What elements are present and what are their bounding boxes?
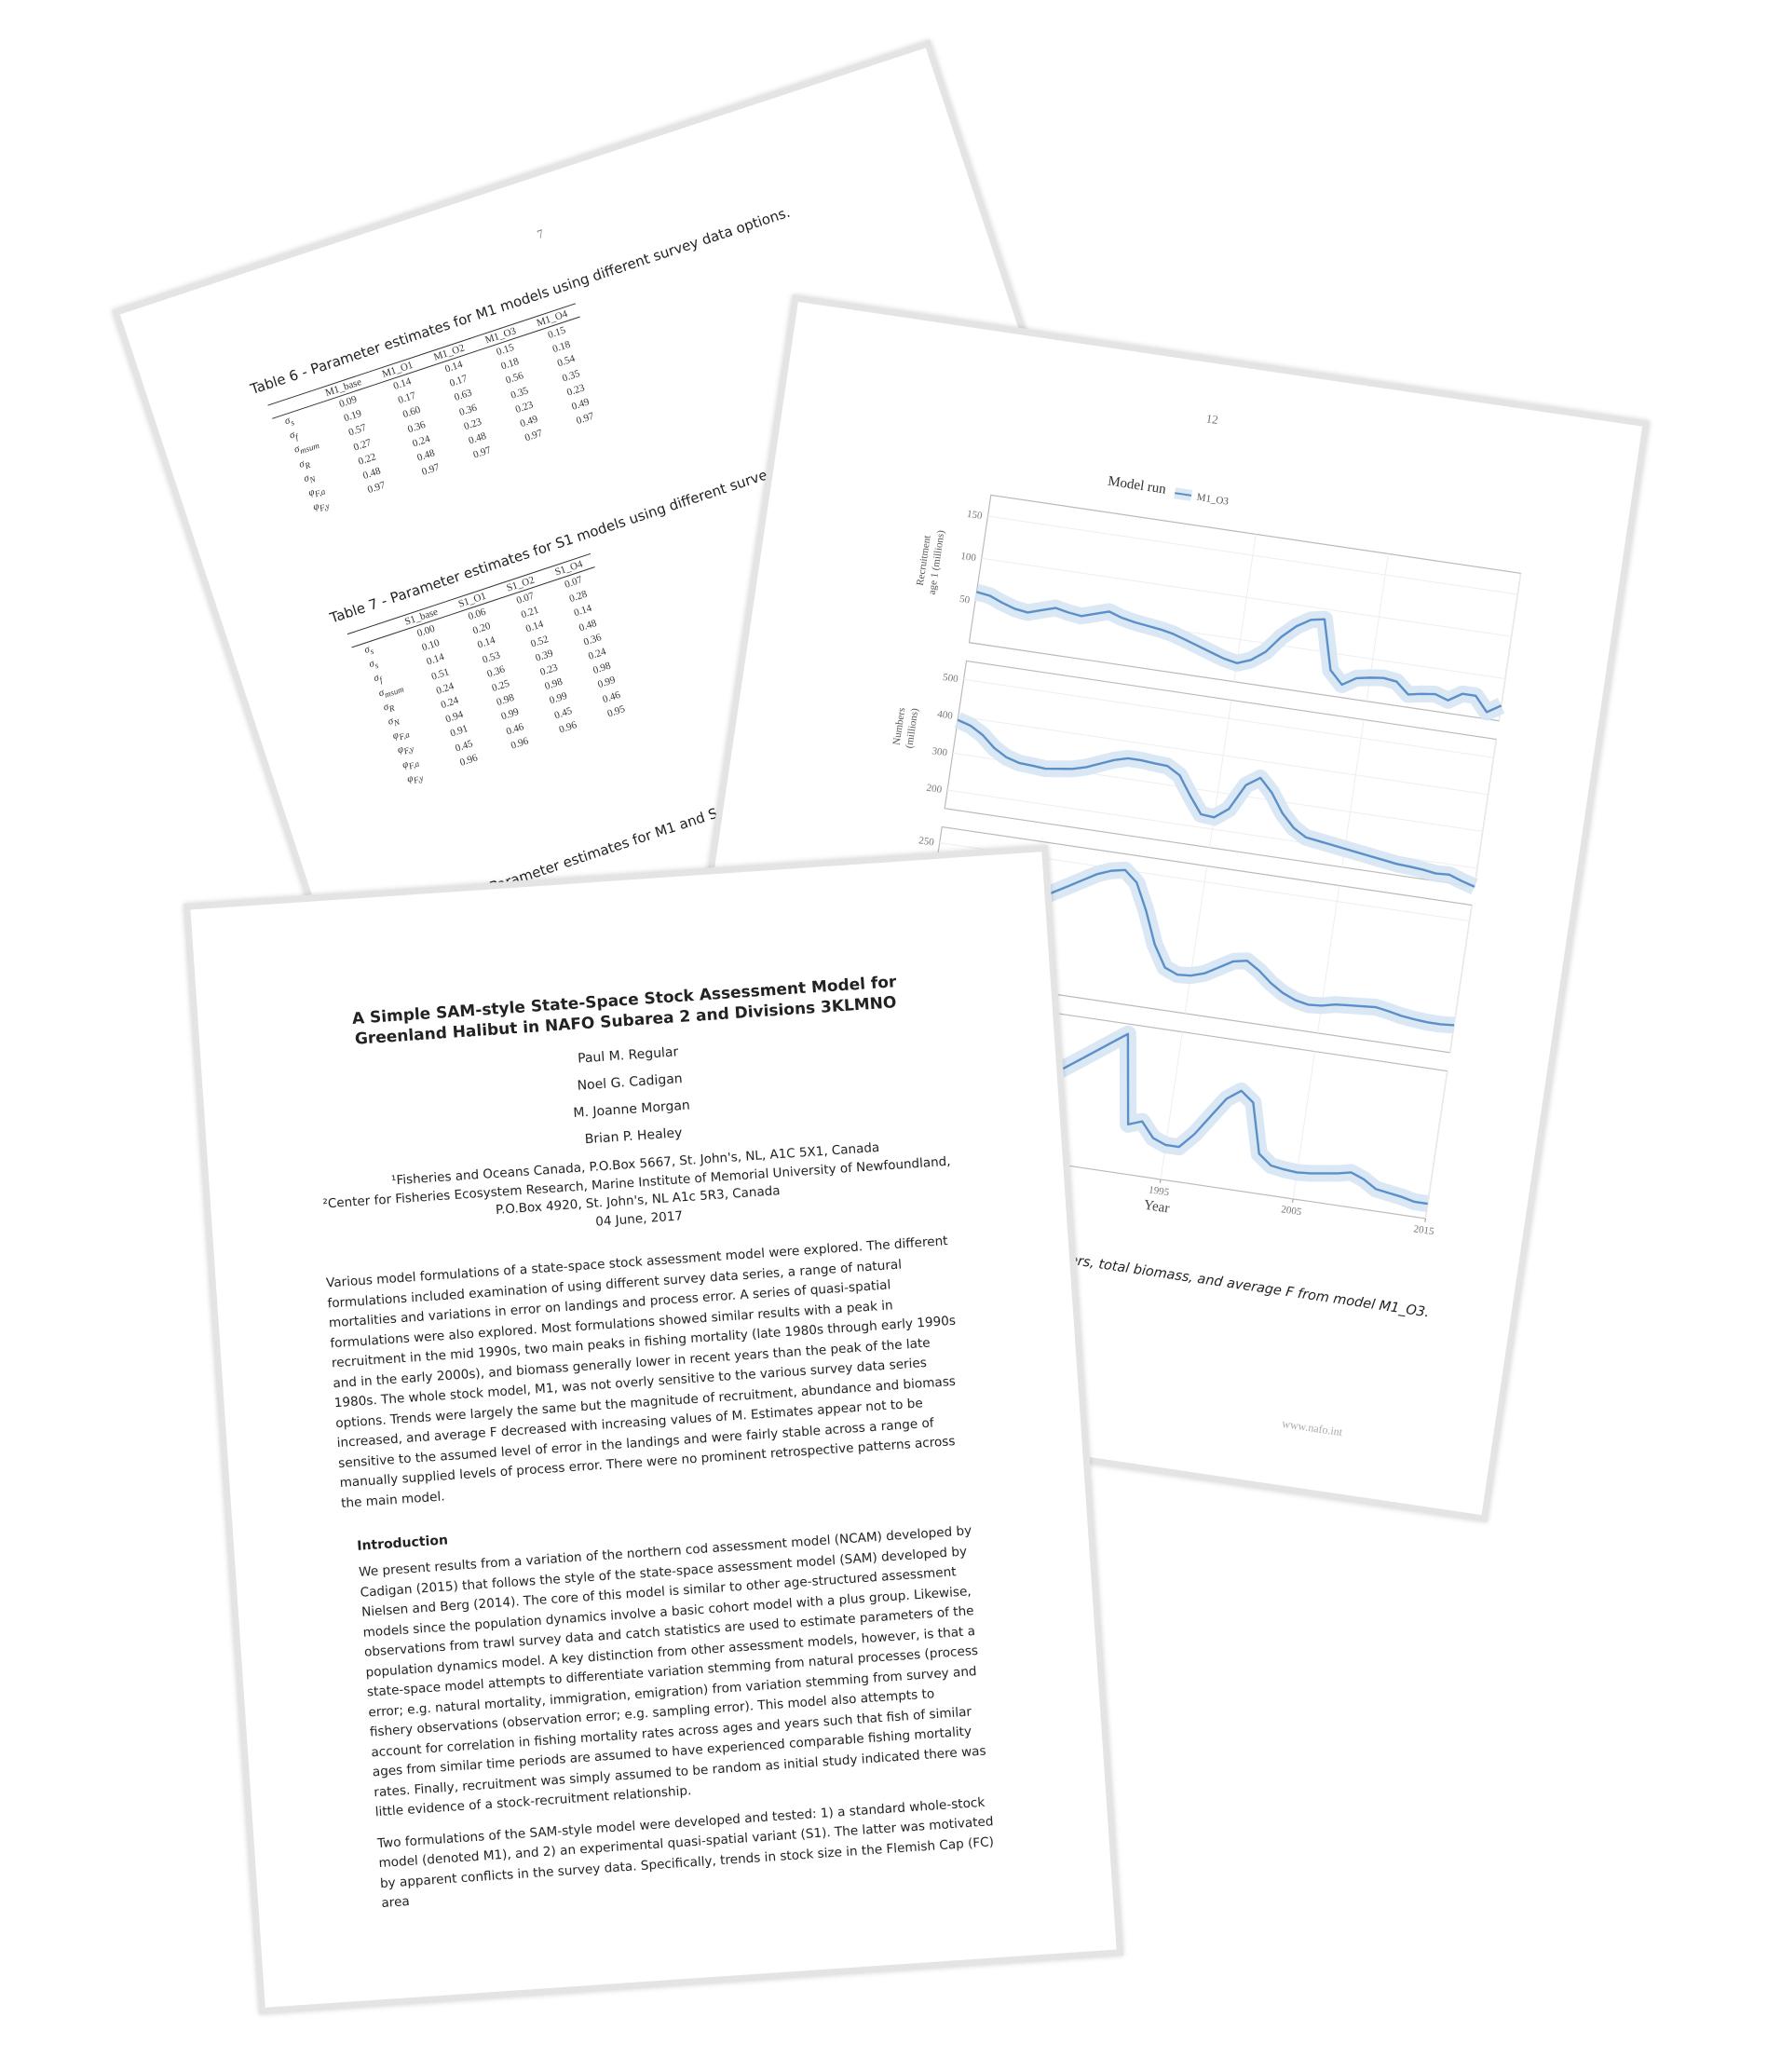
grid-line [958, 716, 1489, 796]
page-figure: 12 Model run M1_O3 50 100 150 Recruitment age … [630, 294, 1651, 1523]
legend-title: Model run [1107, 474, 1167, 498]
paragraph: We present results from a variation of t… [358, 1523, 987, 1820]
subscript: N [392, 716, 401, 729]
grid-line [1184, 866, 1208, 1014]
x-tick [1292, 1198, 1294, 1203]
subscript: N [307, 473, 317, 485]
grid-line [1498, 573, 1522, 721]
x-axis-label: Year [1143, 1198, 1171, 1217]
subscript: F,y [412, 772, 425, 785]
subscript: R [387, 702, 396, 714]
x-tick [1159, 1179, 1162, 1183]
grid-line [1160, 1031, 1183, 1179]
x-tick-label: 2015 [1413, 1223, 1435, 1237]
y-tick-label: 150 [966, 509, 984, 522]
y-tick-label: 400 [936, 709, 954, 722]
series-line [976, 591, 1502, 714]
x-tick [1424, 1218, 1426, 1222]
grid-line [963, 678, 1494, 758]
legend-label: M1_O3 [1196, 492, 1230, 508]
series-line [957, 718, 1475, 888]
subscript: R [303, 459, 312, 470]
section-body: We present results from a variation of t… [346, 1521, 1001, 1915]
subscript: F,y [318, 500, 332, 513]
abstract: Various model formulations of a state-sp… [325, 1234, 957, 1511]
y-tick-label: 500 [942, 672, 959, 685]
grid-line [987, 515, 1518, 595]
x-tick-label: 1995 [1148, 1184, 1170, 1198]
legend-key [1175, 492, 1192, 497]
y-axis-label: Numbers [891, 707, 908, 746]
grid-line [1424, 1070, 1448, 1219]
y-tick-label: 250 [918, 835, 935, 848]
y-tick-label: 100 [960, 551, 978, 564]
y-tick-label: 50 [958, 593, 971, 607]
grid-line [1474, 739, 1497, 887]
page-title: A Simple SAM-style State-Space Stock Ass… [184, 844, 1124, 2015]
x-tick-label: 2005 [1281, 1204, 1303, 1218]
y-tick-label: 300 [931, 745, 949, 758]
y-tick-label: 200 [926, 783, 944, 796]
grid-line [981, 557, 1512, 637]
